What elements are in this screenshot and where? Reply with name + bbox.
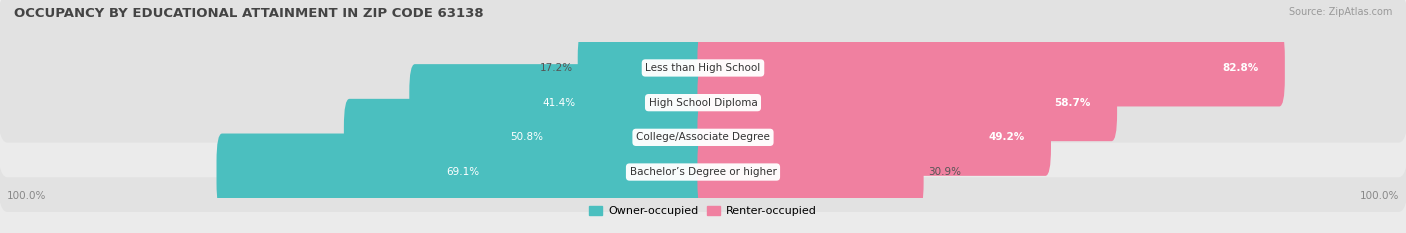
FancyBboxPatch shape [0, 97, 1406, 233]
FancyBboxPatch shape [697, 29, 1285, 106]
Legend: Owner-occupied, Renter-occupied: Owner-occupied, Renter-occupied [585, 201, 821, 221]
Text: 82.8%: 82.8% [1222, 63, 1258, 73]
FancyBboxPatch shape [578, 29, 709, 106]
Text: 69.1%: 69.1% [446, 167, 479, 177]
Text: 30.9%: 30.9% [928, 167, 962, 177]
FancyBboxPatch shape [0, 63, 1406, 212]
Text: OCCUPANCY BY EDUCATIONAL ATTAINMENT IN ZIP CODE 63138: OCCUPANCY BY EDUCATIONAL ATTAINMENT IN Z… [14, 7, 484, 20]
FancyBboxPatch shape [697, 134, 924, 211]
Text: 50.8%: 50.8% [510, 132, 543, 142]
Text: 58.7%: 58.7% [1054, 98, 1091, 108]
FancyBboxPatch shape [0, 0, 1406, 143]
FancyBboxPatch shape [697, 99, 1052, 176]
Text: 100.0%: 100.0% [1360, 191, 1399, 201]
Text: Bachelor’s Degree or higher: Bachelor’s Degree or higher [630, 167, 776, 177]
FancyBboxPatch shape [0, 28, 1406, 177]
Text: 49.2%: 49.2% [988, 132, 1025, 142]
Text: Less than High School: Less than High School [645, 63, 761, 73]
FancyBboxPatch shape [344, 99, 709, 176]
FancyBboxPatch shape [217, 134, 709, 211]
Text: 100.0%: 100.0% [7, 191, 46, 201]
Text: College/Associate Degree: College/Associate Degree [636, 132, 770, 142]
FancyBboxPatch shape [409, 64, 709, 141]
Text: 17.2%: 17.2% [540, 63, 572, 73]
Text: Source: ZipAtlas.com: Source: ZipAtlas.com [1288, 7, 1392, 17]
FancyBboxPatch shape [697, 64, 1118, 141]
Text: 41.4%: 41.4% [543, 98, 575, 108]
Text: High School Diploma: High School Diploma [648, 98, 758, 108]
